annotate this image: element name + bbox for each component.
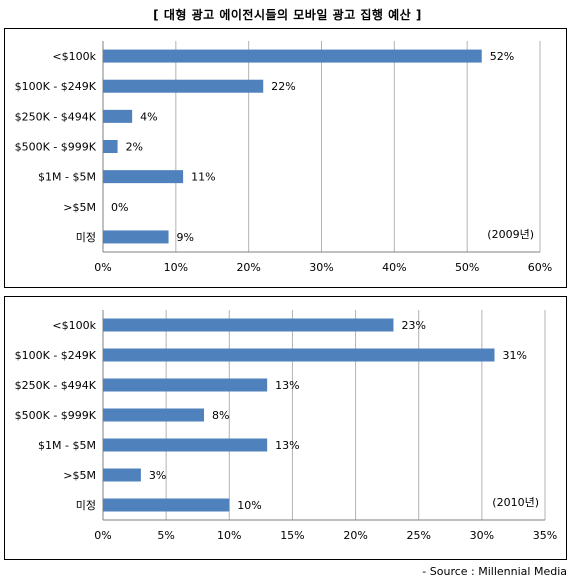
y-category-label: $100K - $249K bbox=[15, 349, 97, 362]
bar bbox=[103, 378, 268, 392]
x-tick-label: 20% bbox=[236, 261, 260, 274]
data-label: 2% bbox=[126, 141, 143, 154]
x-tick-label: 50% bbox=[455, 261, 479, 274]
data-label: 13% bbox=[275, 379, 299, 392]
x-tick-label: 10% bbox=[217, 529, 241, 542]
x-tick-label: 60% bbox=[528, 261, 552, 274]
bar bbox=[103, 348, 495, 362]
chart-title: [ 대형 광고 에이전시들의 모바일 광고 집행 예산 ] bbox=[153, 8, 422, 22]
bar bbox=[103, 468, 141, 482]
data-label: 0% bbox=[111, 201, 128, 214]
chart-panel-2010: 0% 5% 10% 15% 20% 25% 30% 35% <$100k 23% $100K - $… bbox=[4, 296, 567, 560]
data-label: 52% bbox=[490, 50, 514, 63]
data-label: 10% bbox=[237, 499, 261, 512]
y-category-label: $250K - $494K bbox=[15, 110, 97, 123]
y-category-label: >$5M bbox=[63, 469, 96, 482]
data-label: 23% bbox=[401, 319, 425, 332]
bar-chart-2009: 0% 10% 20% 30% 40% 50% 60% <$100k 52% $100K - $24… bbox=[15, 41, 552, 274]
year-note: (2010년) bbox=[492, 496, 539, 509]
bar bbox=[103, 140, 118, 153]
y-category-label: $1M - $5M bbox=[38, 439, 96, 452]
x-tick-label: 40% bbox=[382, 261, 406, 274]
data-label: 8% bbox=[212, 409, 229, 422]
x-tick-label: 30% bbox=[470, 529, 494, 542]
y-category-label: >$5M bbox=[63, 201, 96, 214]
y-category-label: 미정 bbox=[76, 499, 96, 512]
x-tick-label: 20% bbox=[343, 529, 367, 542]
x-tick-label: 25% bbox=[406, 529, 430, 542]
chart-panel-2009: 0% 10% 20% 30% 40% 50% 60% <$100k 52% $100K - $24… bbox=[4, 28, 567, 288]
bar bbox=[103, 49, 482, 63]
x-tick-label: 0% bbox=[94, 261, 111, 274]
y-category-label: $1M - $5M bbox=[38, 171, 96, 184]
year-note: (2009년) bbox=[487, 228, 534, 241]
x-tick-label: 0% bbox=[94, 529, 111, 542]
bar bbox=[103, 170, 184, 184]
x-tick-label: 30% bbox=[309, 261, 333, 274]
data-label: 9% bbox=[177, 231, 194, 244]
y-category-label: $500K - $999K bbox=[15, 409, 97, 422]
x-tick-label: 15% bbox=[280, 529, 304, 542]
y-category-label: 미정 bbox=[76, 231, 96, 244]
y-category-label: $100K - $249K bbox=[15, 80, 97, 93]
bar bbox=[103, 79, 264, 93]
bar bbox=[103, 408, 205, 422]
bar bbox=[103, 109, 133, 123]
y-category-label: $250K - $494K bbox=[15, 379, 97, 392]
data-label: 13% bbox=[275, 439, 299, 452]
data-label: 22% bbox=[271, 80, 295, 93]
bar bbox=[103, 318, 394, 332]
x-tick-label: 10% bbox=[164, 261, 188, 274]
y-category-label: <$100k bbox=[52, 319, 96, 332]
bar bbox=[103, 230, 169, 244]
x-tick-label: 35% bbox=[533, 529, 557, 542]
y-category-label: $500K - $999K bbox=[15, 141, 97, 154]
source-note: - Source : Millennial Media bbox=[422, 565, 567, 578]
data-label: 11% bbox=[191, 171, 215, 184]
bar bbox=[103, 498, 230, 512]
data-label: 3% bbox=[149, 469, 166, 482]
bar-chart-2010: 0% 5% 10% 15% 20% 25% 30% 35% <$100k 23% $100K - $… bbox=[15, 310, 557, 542]
bar bbox=[103, 438, 268, 452]
data-label: 31% bbox=[502, 349, 526, 362]
data-label: 4% bbox=[140, 110, 157, 123]
x-tick-label: 5% bbox=[157, 529, 174, 542]
y-category-label: <$100k bbox=[52, 50, 96, 63]
